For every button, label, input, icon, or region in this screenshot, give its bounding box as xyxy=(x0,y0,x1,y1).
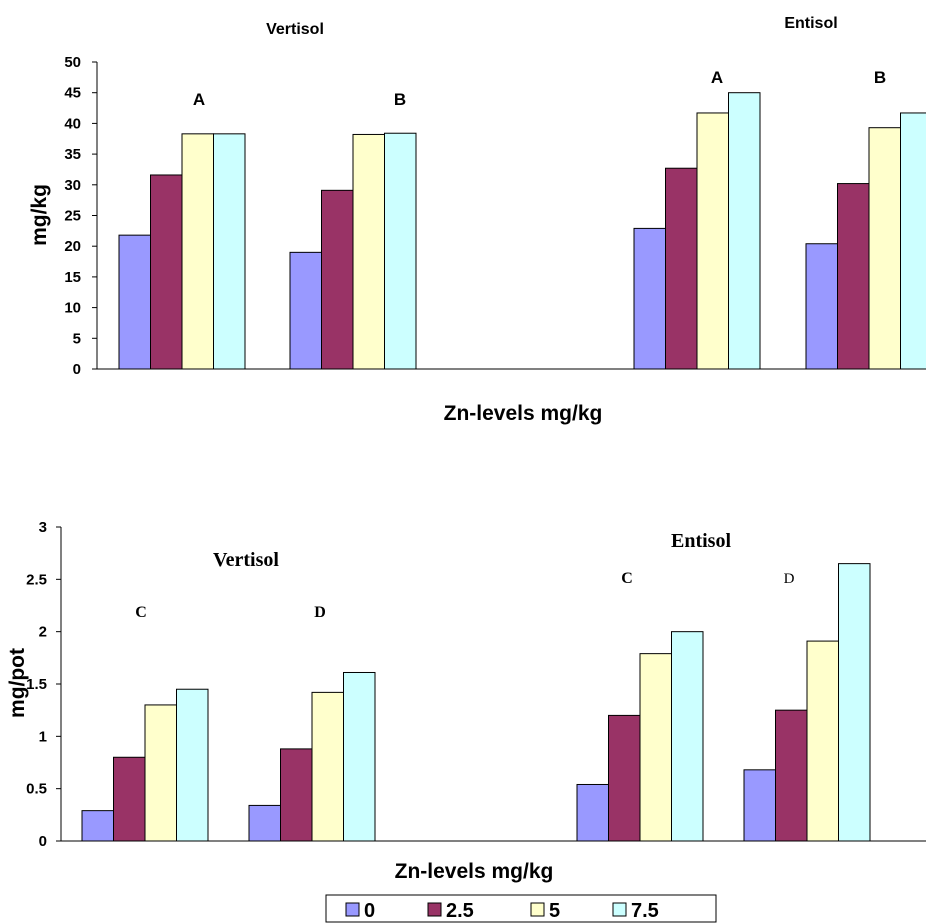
legend-item-7-5: 7.5 xyxy=(612,900,659,922)
bar-bottom-vertisol-c-zn-2-5 xyxy=(113,756,146,842)
bar-top-entisol-b-zn-5 xyxy=(868,127,901,370)
panel-label-entisol-b: B xyxy=(874,68,886,87)
bar-top-vertisol-a-zn-0 xyxy=(118,234,151,370)
bar-bottom-vertisol-c-zn-0 xyxy=(81,810,114,842)
bar-top-entisol-b-zn-7-5 xyxy=(900,112,926,370)
bar-bottom-entisol-d-zn-5 xyxy=(806,640,839,842)
group-title-vertisol-top: Vertisol xyxy=(266,21,324,38)
panel-label-vertisol-b: B xyxy=(394,90,406,109)
bar-top-entisol-a-zn-0 xyxy=(633,227,666,370)
bar-bottom-vertisol-c-zn-7-5 xyxy=(176,688,209,842)
y-tick-label-top-5: 25 xyxy=(64,208,81,225)
bar-bottom-entisol-d-zn-7-5 xyxy=(838,563,871,842)
x-axis-title-top: Zn-levels mg/kg xyxy=(444,402,603,425)
y-axis-ticks-top: 0 5 10 15 20 25 30 35 40 45 50 xyxy=(64,54,97,378)
y-tick-label-bottom-6: 3 xyxy=(39,519,47,536)
panel-label-entisol-d: D xyxy=(784,571,795,587)
bar-top-vertisol-a-zn-2-5 xyxy=(150,174,183,370)
axes-top xyxy=(96,62,926,370)
bar-bottom-vertisol-d-zn-7-5 xyxy=(343,671,376,842)
legend-swatch-7-5 xyxy=(612,902,627,917)
bar-bottom-entisol-c-zn-2-5 xyxy=(608,714,641,842)
legend-label-7-5: 7.5 xyxy=(631,900,659,922)
bar-bottom-entisol-c-zn-5 xyxy=(639,653,672,842)
y-tick-label-bottom-5: 2.5 xyxy=(26,571,47,588)
panel-label-vertisol-d: D xyxy=(314,604,326,621)
legend: 0 2.5 5 7.5 xyxy=(325,894,717,923)
legend-label-5: 5 xyxy=(549,900,560,922)
bar-top-vertisol-b-zn-5 xyxy=(352,133,385,370)
legend-swatch-5 xyxy=(530,902,545,917)
y-tick-label-top-2: 10 xyxy=(64,300,81,317)
bar-top-vertisol-b-zn-7-5 xyxy=(384,132,417,370)
y-tick-label-bottom-0: 0 xyxy=(39,833,47,850)
panel-label-vertisol-c: C xyxy=(135,604,147,621)
panel-label-entisol-c: C xyxy=(621,570,633,587)
bar-top-vertisol-a-zn-7-5 xyxy=(213,133,246,370)
bar-top-vertisol-a-zn-5 xyxy=(181,133,214,370)
y-tick-label-top-7: 35 xyxy=(64,146,81,163)
bar-top-vertisol-b-zn-0 xyxy=(289,251,322,370)
legend-label-2-5: 2.5 xyxy=(446,900,474,922)
chart-top: Vertisol Entisol A B A B 0 5 10 15 20 25 30 35 4… xyxy=(28,15,926,425)
bar-bottom-entisol-c-zn-0 xyxy=(576,783,609,842)
y-tick-label-top-4: 20 xyxy=(64,238,81,255)
y-axis-title-bottom: mg/pot xyxy=(6,648,29,718)
y-tick-label-bottom-1: 0.5 xyxy=(26,781,47,798)
bar-bottom-vertisol-d-zn-5 xyxy=(311,691,344,842)
group-title-entisol-bottom: Entisol xyxy=(671,530,731,552)
y-tick-label-top-10: 50 xyxy=(64,54,81,71)
bars-top xyxy=(118,92,926,370)
y-axis-ticks-bottom: 0 0.5 1 1.5 2 2.5 3 xyxy=(26,519,61,850)
y-tick-label-top-0: 0 xyxy=(73,361,81,378)
bar-top-entisol-a-zn-5 xyxy=(696,112,729,370)
bar-top-entisol-a-zn-7-5 xyxy=(728,92,761,370)
legend-frame xyxy=(325,894,717,923)
bar-bottom-entisol-d-zn-0 xyxy=(743,769,776,842)
bar-top-vertisol-b-zn-2-5 xyxy=(321,189,354,370)
group-title-entisol-top: Entisol xyxy=(784,15,837,32)
y-tick-label-top-3: 15 xyxy=(64,269,81,286)
group-title-vertisol-bottom: Vertisol xyxy=(213,549,279,571)
y-tick-label-bottom-2: 1 xyxy=(39,728,47,745)
legend-item-2-5: 2.5 xyxy=(427,900,474,922)
panel-label-entisol-a: A xyxy=(711,68,723,87)
y-tick-label-top-9: 45 xyxy=(64,85,81,102)
bar-top-entisol-b-zn-2-5 xyxy=(837,183,870,370)
y-tick-label-top-1: 5 xyxy=(73,330,81,347)
y-axis-title-top: mg/kg xyxy=(28,184,51,246)
panel-label-vertisol-a: A xyxy=(193,90,205,109)
x-axis-title-bottom: Zn-levels mg/kg xyxy=(395,860,554,883)
y-tick-label-bottom-3: 1.5 xyxy=(26,676,47,693)
bar-bottom-entisol-d-zn-2-5 xyxy=(775,709,808,842)
axes-bottom xyxy=(60,527,926,842)
legend-item-5: 5 xyxy=(530,900,560,922)
bar-top-entisol-b-zn-0 xyxy=(805,243,838,370)
bars-bottom xyxy=(81,563,871,842)
bar-bottom-vertisol-d-zn-0 xyxy=(248,804,281,842)
bar-top-entisol-a-zn-2-5 xyxy=(665,167,698,370)
legend-swatch-0 xyxy=(345,902,360,917)
y-tick-label-top-8: 40 xyxy=(64,115,81,132)
y-tick-label-top-6: 30 xyxy=(64,177,81,194)
legend-label-0: 0 xyxy=(364,900,375,922)
legend-swatch-2-5 xyxy=(427,902,442,917)
bar-bottom-vertisol-c-zn-5 xyxy=(144,704,177,842)
y-tick-label-bottom-4: 2 xyxy=(39,624,47,641)
chart-bottom: Vertisol Entisol C D C D 0 0.5 1 1.5 2 2.5 3 m… xyxy=(6,519,926,883)
bar-bottom-vertisol-d-zn-2-5 xyxy=(280,748,313,842)
bar-bottom-entisol-c-zn-7-5 xyxy=(671,631,704,842)
legend-item-0: 0 xyxy=(345,900,375,922)
